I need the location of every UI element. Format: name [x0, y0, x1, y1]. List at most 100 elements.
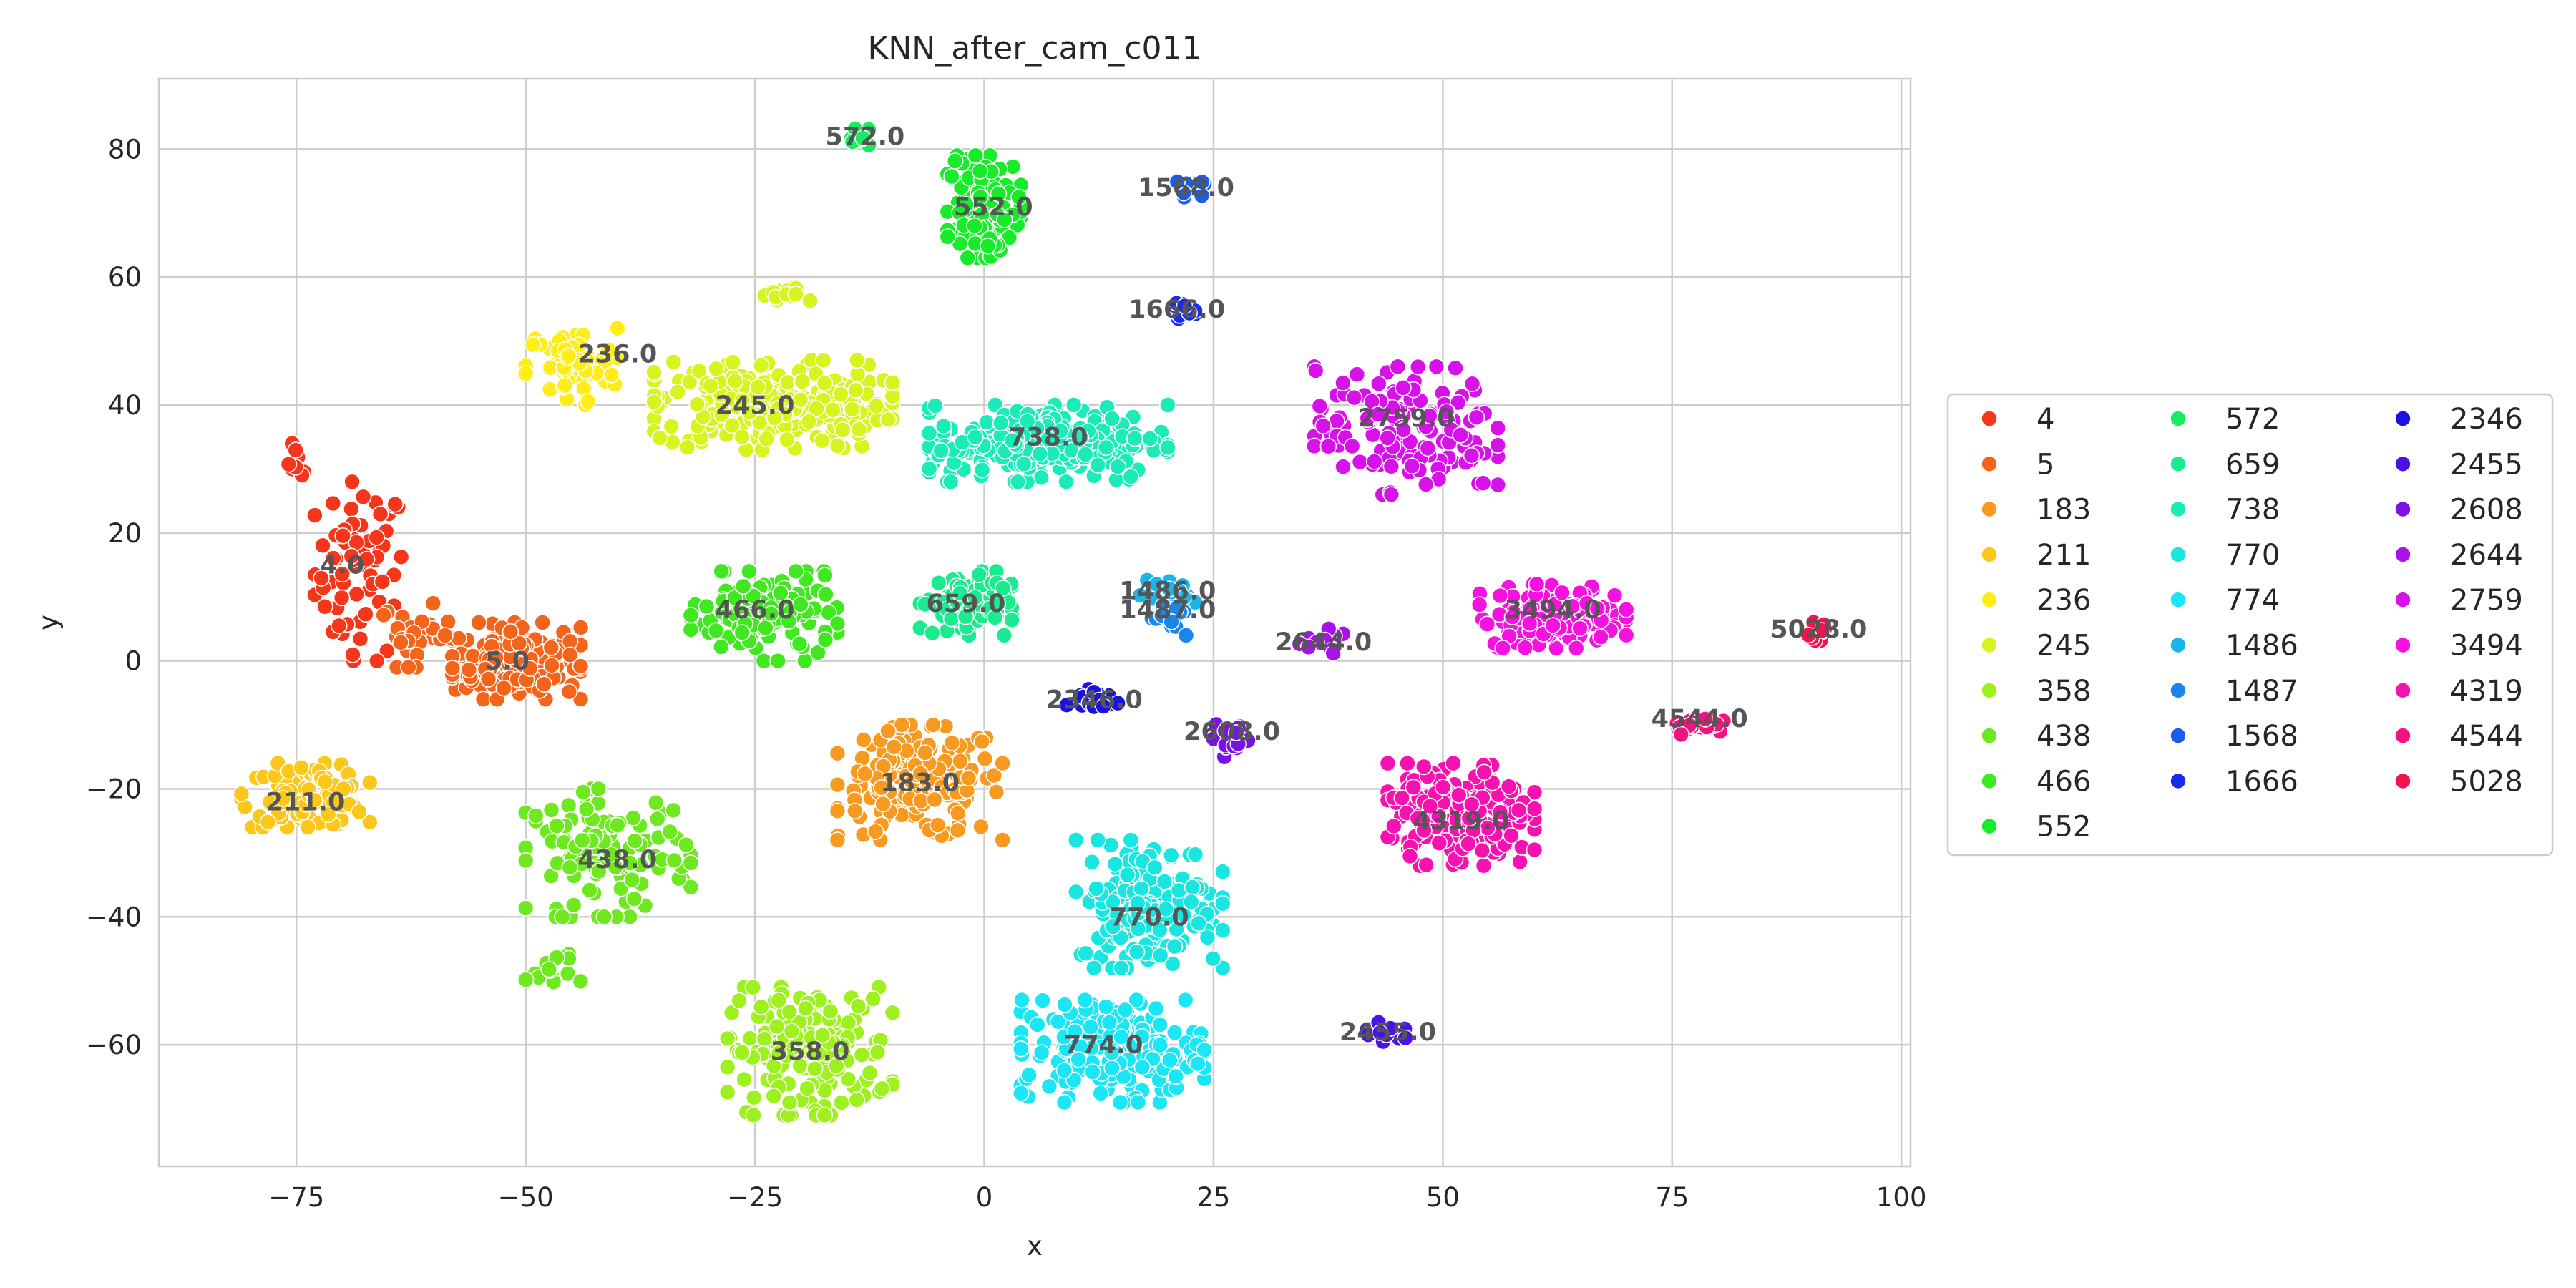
data-point — [548, 817, 565, 835]
data-point — [1617, 626, 1635, 644]
legend-label: 1487 — [2225, 675, 2298, 708]
data-point — [259, 814, 277, 831]
data-point — [1033, 1044, 1050, 1061]
data-point — [972, 818, 990, 836]
legend-label: 2455 — [2450, 448, 2523, 481]
data-point — [1800, 626, 1818, 644]
legend-marker — [2170, 636, 2187, 654]
data-point — [771, 584, 789, 602]
data-point — [602, 366, 620, 384]
data-point — [992, 414, 1010, 432]
data-point — [1129, 920, 1147, 937]
cluster-label-1666: 1666.0 — [1128, 296, 1225, 324]
data-point — [1003, 611, 1020, 629]
cluster-label-2644: 2644.0 — [1275, 628, 1372, 657]
legend-label: 358 — [2036, 675, 2091, 708]
cluster-label-2346: 2346.0 — [1046, 686, 1143, 714]
plot-area — [157, 77, 1912, 1168]
data-point — [280, 455, 298, 473]
x-tick-label: 50 — [1426, 1182, 1460, 1213]
data-point — [765, 1087, 782, 1105]
data-point — [972, 188, 989, 206]
data-point — [1067, 883, 1085, 901]
data-point — [745, 1089, 763, 1106]
data-point — [613, 879, 630, 897]
data-point — [873, 1080, 891, 1098]
data-point — [806, 1060, 824, 1078]
series-2644 — [1291, 620, 1352, 662]
data-point — [829, 615, 847, 633]
data-point — [1445, 754, 1462, 772]
series-358 — [718, 978, 902, 1124]
series-466 — [682, 562, 847, 670]
data-point — [1393, 789, 1411, 806]
data-point — [439, 613, 457, 630]
data-point — [1104, 893, 1121, 911]
data-point — [960, 769, 977, 787]
data-point — [1159, 396, 1176, 414]
data-point — [879, 411, 897, 429]
data-point — [1307, 362, 1324, 379]
data-point — [1526, 841, 1543, 859]
data-point — [333, 589, 351, 607]
legend-item-2346: 2346 — [2394, 403, 2523, 436]
data-point — [839, 1014, 857, 1032]
data-point — [1129, 1093, 1147, 1111]
data-point — [1066, 1023, 1084, 1040]
data-point — [351, 803, 368, 821]
data-point — [856, 765, 874, 783]
x-axis-label: x — [1027, 1231, 1043, 1262]
data-point — [952, 752, 969, 770]
data-point — [1040, 1078, 1058, 1096]
series-211 — [233, 754, 379, 836]
data-point — [1489, 419, 1507, 437]
data-point — [741, 562, 758, 580]
data-point — [951, 585, 969, 602]
data-point — [1463, 375, 1481, 393]
legend-label: 659 — [2225, 448, 2280, 481]
data-point — [707, 622, 725, 640]
data-point — [1089, 457, 1107, 474]
data-point — [932, 442, 950, 459]
legend-item-1487: 1487 — [2170, 675, 2298, 708]
series-3494 — [1470, 575, 1635, 657]
data-point — [1176, 991, 1194, 1009]
data-point — [1227, 724, 1245, 741]
data-point — [833, 1094, 850, 1111]
data-point — [994, 831, 1011, 849]
data-point — [541, 381, 559, 399]
data-point — [800, 413, 818, 430]
data-point — [1510, 801, 1528, 819]
series-4544 — [1668, 710, 1732, 743]
series-5028 — [1800, 613, 1834, 649]
axis-ticks: −75 −50 −25 0 25 50 75 100 −60 −40 −20 0 20 40 60 80 — [86, 134, 1927, 1213]
legend-item-466: 466 — [1981, 765, 2091, 798]
data-point — [1040, 430, 1057, 448]
data-point — [678, 439, 696, 457]
legend-marker — [2394, 500, 2411, 518]
data-point — [560, 683, 578, 701]
legend-label: 1666 — [2225, 765, 2298, 798]
data-point — [959, 249, 977, 267]
data-point — [917, 744, 934, 761]
legend-label: 2759 — [2450, 584, 2523, 617]
data-point — [293, 758, 310, 776]
data-point — [386, 495, 404, 513]
data-point — [609, 319, 626, 337]
data-point — [809, 644, 826, 661]
cluster-label-3494: 3494.0 — [1505, 596, 1601, 625]
legend-label: 236 — [2036, 584, 2091, 617]
series-2759 — [1306, 358, 1507, 503]
legend-label: 4319 — [2450, 675, 2523, 708]
data-point — [770, 992, 787, 1009]
data-point — [1491, 587, 1509, 605]
data-point — [867, 823, 884, 841]
legend-label: 1568 — [2225, 720, 2298, 753]
data-point — [517, 899, 535, 917]
data-point — [1503, 608, 1521, 625]
data-point — [1544, 617, 1561, 634]
data-point — [1103, 410, 1121, 427]
data-point — [718, 1030, 736, 1048]
legend-marker — [1981, 410, 1998, 427]
data-point — [1370, 375, 1387, 393]
